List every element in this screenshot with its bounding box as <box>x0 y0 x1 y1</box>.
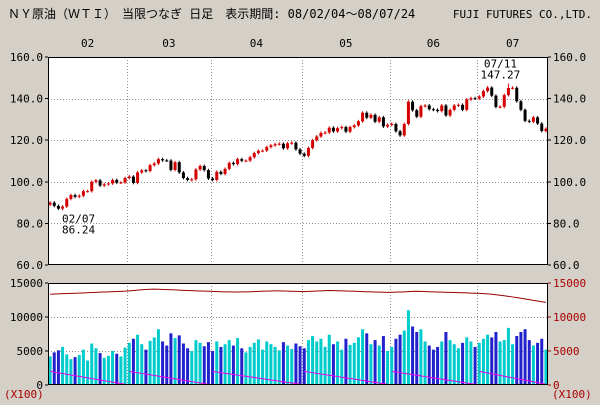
svg-text:15000: 15000 <box>10 277 43 290</box>
svg-text:5000: 5000 <box>17 345 44 358</box>
svg-text:04: 04 <box>250 37 264 50</box>
volume-axis-left: 15000 10000 5000 0 <box>10 277 48 392</box>
svg-text:140.0: 140.0 <box>553 93 586 106</box>
svg-text:86.24: 86.24 <box>62 223 95 236</box>
svg-text:100.0: 100.0 <box>553 176 586 189</box>
svg-text:0: 0 <box>553 379 560 392</box>
svg-text:06: 06 <box>427 37 440 50</box>
chart-title: ＮＹ原油（ＷＴＩ） 当限つなぎ 日足 表示期間: 08/02/04～08/07/… <box>8 7 416 21</box>
svg-text:02: 02 <box>81 37 94 50</box>
candles <box>48 83 548 211</box>
expiry-countdown-line <box>49 370 547 385</box>
svg-text:60.0: 60.0 <box>553 259 580 272</box>
panel-borders <box>48 57 548 385</box>
svg-text:03: 03 <box>162 37 175 50</box>
svg-text:120.0: 120.0 <box>10 134 43 147</box>
grid-lines <box>48 57 548 385</box>
price-axis-left: 160.0 140.0 120.0 100.0 80.0 60.0 <box>10 51 48 272</box>
svg-text:5000: 5000 <box>553 345 580 358</box>
svg-text:140.0: 140.0 <box>10 93 43 106</box>
svg-text:07: 07 <box>506 37 519 50</box>
open-interest-line <box>50 288 546 303</box>
volume-unit-labels: (X100) (X100) <box>4 388 592 401</box>
svg-text:07/11: 07/11 <box>484 57 517 70</box>
chart-header: ＮＹ原油（ＷＴＩ） 当限つなぎ 日足 表示期間: 08/02/04～08/07/… <box>8 5 592 22</box>
month-labels: 02 03 04 05 06 07 <box>81 37 519 50</box>
svg-text:160.0: 160.0 <box>10 51 43 64</box>
svg-text:147.27: 147.27 <box>481 68 521 81</box>
svg-text:10000: 10000 <box>553 311 586 324</box>
svg-text:160.0: 160.0 <box>553 51 586 64</box>
svg-text:80.0: 80.0 <box>553 217 580 230</box>
svg-text:100.0: 100.0 <box>10 176 43 189</box>
volume-axis-right: 15000 10000 5000 0 <box>548 277 586 392</box>
svg-text:15000: 15000 <box>553 277 586 290</box>
svg-text:(X100): (X100) <box>4 388 44 401</box>
volume-bars <box>48 310 548 385</box>
svg-text:120.0: 120.0 <box>553 134 586 147</box>
svg-text:80.0: 80.0 <box>17 217 44 230</box>
svg-text:05: 05 <box>339 37 352 50</box>
svg-text:02/07: 02/07 <box>62 212 95 225</box>
svg-text:0: 0 <box>36 379 43 392</box>
price-axis-right: 160.0 140.0 120.0 100.0 80.0 60.0 <box>548 51 586 272</box>
panel-backgrounds <box>48 57 548 385</box>
svg-text:10000: 10000 <box>10 311 43 324</box>
brand-name: FUJI FUTURES CO.,LTD. <box>452 8 592 21</box>
svg-text:(X100): (X100) <box>552 388 592 401</box>
svg-text:60.0: 60.0 <box>17 259 44 272</box>
